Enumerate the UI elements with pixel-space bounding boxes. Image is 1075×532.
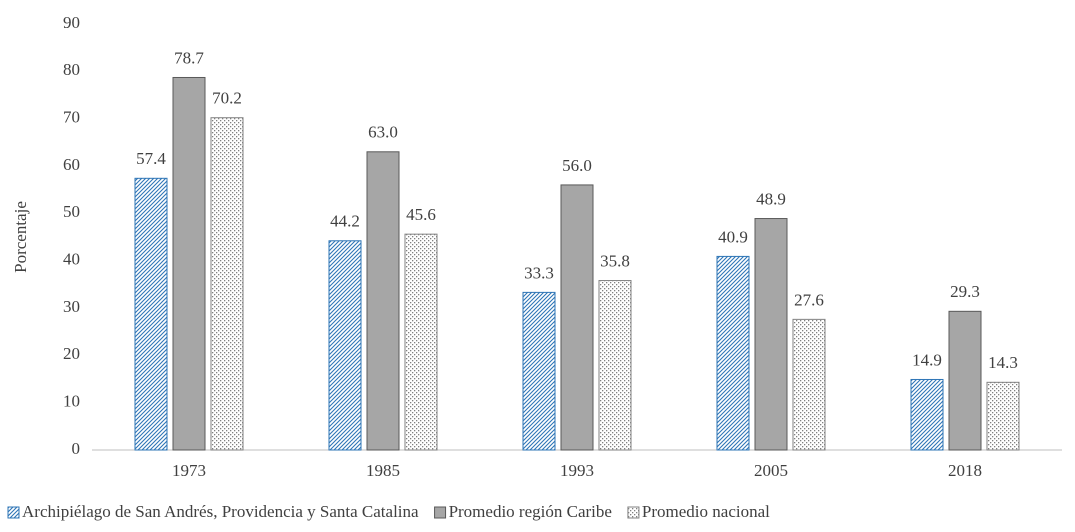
- bar: [210, 117, 244, 451]
- bar: [328, 240, 362, 451]
- value-label: 27.6: [794, 290, 824, 309]
- value-label: 35.8: [600, 251, 630, 270]
- y-tick-label: 80: [63, 60, 80, 79]
- x-tick-label: 1973: [172, 461, 206, 480]
- value-label: 56.0: [562, 156, 592, 175]
- bar: [404, 233, 438, 451]
- bar: [986, 381, 1020, 451]
- value-label: 48.9: [756, 189, 786, 208]
- value-label: 63.0: [368, 123, 398, 142]
- legend-swatch: [7, 506, 20, 519]
- bar: [560, 184, 594, 451]
- bar: [716, 255, 750, 451]
- legend-label: Archipiélago de San Andrés, Providencia …: [22, 502, 419, 521]
- legend-swatch: [627, 506, 640, 519]
- y-tick-label: 50: [63, 202, 80, 221]
- bar: [366, 151, 400, 451]
- y-tick-label: 0: [72, 439, 81, 458]
- legend-label: Promedio nacional: [642, 502, 770, 521]
- bar: [522, 291, 556, 451]
- value-label: 70.2: [212, 89, 242, 108]
- value-label: 29.3: [950, 282, 980, 301]
- value-label: 14.3: [988, 353, 1018, 372]
- y-tick-label: 10: [63, 392, 80, 411]
- y-tick-label: 20: [63, 344, 80, 363]
- value-label: 44.2: [330, 212, 360, 231]
- bar: [134, 177, 168, 451]
- legend-swatch: [434, 506, 447, 519]
- value-label: 14.9: [912, 350, 942, 369]
- y-tick-label: 60: [63, 155, 80, 174]
- x-tick-label: 2005: [754, 461, 788, 480]
- y-tick-label: 70: [63, 108, 80, 127]
- bar: [910, 378, 944, 451]
- y-tick-label: 90: [63, 13, 80, 32]
- legend-label: Promedio región Caribe: [449, 502, 612, 521]
- y-axis-label: Porcentaje: [11, 201, 30, 273]
- value-label: 57.4: [136, 149, 166, 168]
- y-tick-label: 30: [63, 297, 80, 316]
- y-tick-label: 40: [63, 250, 80, 269]
- x-tick-label: 1993: [560, 461, 594, 480]
- value-label: 78.7: [174, 48, 204, 67]
- bar: [792, 318, 826, 451]
- value-label: 45.6: [406, 205, 436, 224]
- bar: [948, 310, 982, 451]
- bar: [598, 280, 632, 451]
- x-tick-label: 2018: [948, 461, 982, 480]
- bar: [754, 218, 788, 451]
- x-tick-label: 1985: [366, 461, 400, 480]
- value-label: 33.3: [524, 263, 554, 282]
- bar: [172, 76, 206, 451]
- value-label: 40.9: [718, 227, 748, 246]
